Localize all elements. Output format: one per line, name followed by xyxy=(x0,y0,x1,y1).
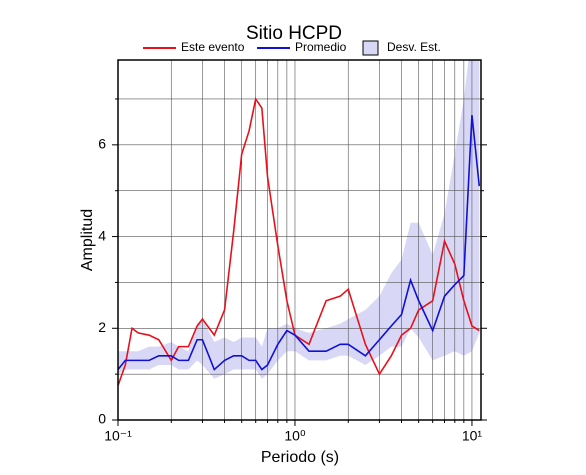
x-tick-label: 10⁰ xyxy=(284,428,306,444)
legend: Este evento Promedio Desv. Est. xyxy=(143,40,441,56)
x-tick-label: 10⁻¹ xyxy=(104,428,132,444)
series-line xyxy=(118,114,481,371)
legend-label: Desv. Est. xyxy=(387,40,441,54)
y-tick-label: 4 xyxy=(98,227,106,243)
x-axis-label: Periodo (s) xyxy=(261,449,339,466)
y-tick-label: 6 xyxy=(98,136,106,152)
y-tick-label: 0 xyxy=(98,411,106,427)
plot-frame xyxy=(117,59,482,421)
plot-area xyxy=(118,60,481,420)
legend-label: Este evento xyxy=(181,40,245,54)
y-tick-label: 2 xyxy=(98,319,106,335)
chart-title: Sitio HCPD xyxy=(246,23,342,44)
axes: 10⁻¹ 10⁰ 10¹ 0 2 4 6 xyxy=(98,59,487,444)
x-tick-label: 10¹ xyxy=(462,428,483,444)
legend-swatch xyxy=(362,40,379,56)
std-band xyxy=(118,60,480,379)
series-line xyxy=(118,96,480,386)
legend-label: Promedio xyxy=(295,40,347,54)
y-axis-label: Amplitud xyxy=(79,209,96,271)
